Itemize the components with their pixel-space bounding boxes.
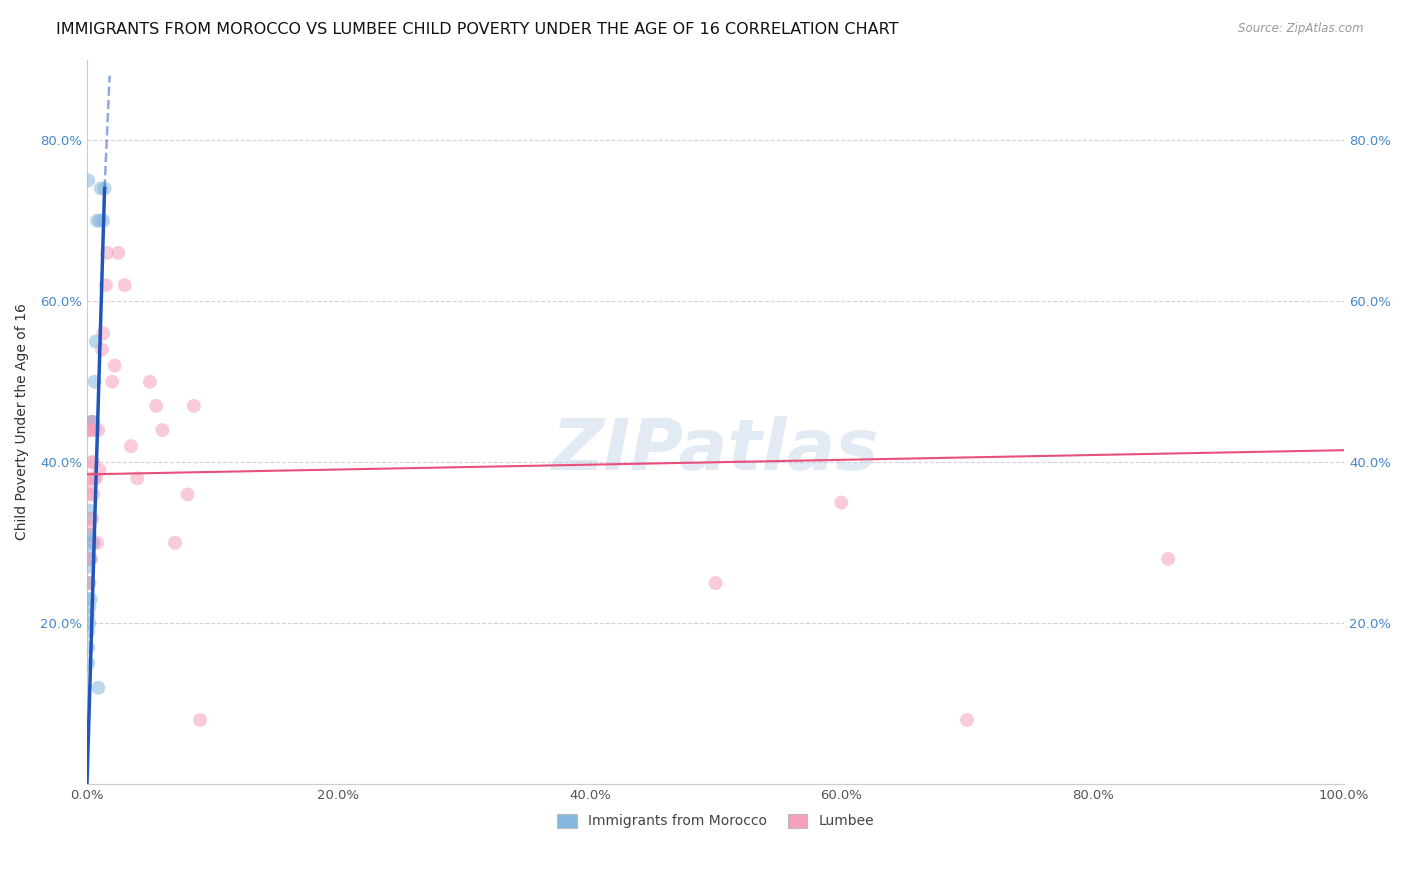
Text: Source: ZipAtlas.com: Source: ZipAtlas.com bbox=[1239, 22, 1364, 36]
Point bbox=[77, 640, 100, 655]
Point bbox=[86, 213, 108, 227]
Point bbox=[94, 278, 117, 293]
Point bbox=[77, 608, 100, 623]
Point bbox=[77, 487, 100, 501]
Point bbox=[956, 713, 979, 727]
Point bbox=[89, 463, 111, 477]
Point bbox=[80, 552, 103, 566]
Point bbox=[77, 173, 100, 187]
Point bbox=[91, 343, 114, 357]
Point bbox=[1157, 552, 1180, 566]
Text: ZIPatlas: ZIPatlas bbox=[553, 417, 879, 485]
Point bbox=[80, 415, 103, 429]
Point bbox=[104, 359, 127, 373]
Point bbox=[77, 423, 100, 437]
Point bbox=[82, 487, 104, 501]
Point bbox=[80, 536, 103, 550]
Point bbox=[152, 423, 174, 437]
Point bbox=[90, 181, 112, 195]
Point bbox=[80, 423, 103, 437]
Point bbox=[101, 375, 124, 389]
Point bbox=[82, 415, 104, 429]
Point bbox=[77, 576, 100, 591]
Point bbox=[82, 455, 104, 469]
Point bbox=[188, 713, 211, 727]
Point bbox=[91, 326, 114, 341]
Point bbox=[80, 415, 103, 429]
Point bbox=[84, 471, 107, 485]
Point bbox=[176, 487, 198, 501]
Point bbox=[96, 245, 118, 260]
Legend: Immigrants from Morocco, Lumbee: Immigrants from Morocco, Lumbee bbox=[550, 806, 880, 836]
Point bbox=[77, 657, 100, 671]
Point bbox=[77, 624, 100, 639]
Point bbox=[139, 375, 162, 389]
Y-axis label: Child Poverty Under the Age of 16: Child Poverty Under the Age of 16 bbox=[15, 303, 30, 541]
Point bbox=[183, 399, 205, 413]
Point bbox=[830, 495, 852, 509]
Point bbox=[89, 213, 111, 227]
Point bbox=[79, 552, 101, 566]
Point bbox=[80, 455, 103, 469]
Point bbox=[80, 511, 103, 525]
Point bbox=[145, 399, 167, 413]
Point bbox=[83, 471, 105, 485]
Point bbox=[79, 519, 101, 533]
Text: IMMIGRANTS FROM MOROCCO VS LUMBEE CHILD POVERTY UNDER THE AGE OF 16 CORRELATION : IMMIGRANTS FROM MOROCCO VS LUMBEE CHILD … bbox=[56, 22, 898, 37]
Point bbox=[77, 560, 100, 574]
Point bbox=[93, 181, 115, 195]
Point bbox=[83, 375, 105, 389]
Point bbox=[77, 576, 100, 591]
Point bbox=[127, 471, 149, 485]
Point bbox=[80, 511, 103, 525]
Point bbox=[163, 536, 186, 550]
Point bbox=[77, 527, 100, 541]
Point bbox=[79, 527, 101, 541]
Point bbox=[80, 479, 103, 493]
Point bbox=[80, 552, 103, 566]
Point bbox=[80, 592, 103, 607]
Point bbox=[79, 576, 101, 591]
Point bbox=[107, 245, 129, 260]
Point bbox=[80, 415, 103, 429]
Point bbox=[84, 334, 107, 349]
Point bbox=[79, 471, 101, 485]
Point bbox=[82, 536, 104, 550]
Point bbox=[704, 576, 727, 591]
Point bbox=[91, 213, 114, 227]
Point bbox=[83, 423, 105, 437]
Point bbox=[79, 616, 101, 631]
Point bbox=[86, 536, 108, 550]
Point bbox=[79, 503, 101, 517]
Point bbox=[120, 439, 142, 453]
Point bbox=[114, 278, 136, 293]
Point bbox=[87, 681, 110, 695]
Point bbox=[77, 592, 100, 607]
Point bbox=[77, 544, 100, 558]
Point bbox=[79, 423, 101, 437]
Point bbox=[79, 600, 101, 615]
Point bbox=[87, 423, 110, 437]
